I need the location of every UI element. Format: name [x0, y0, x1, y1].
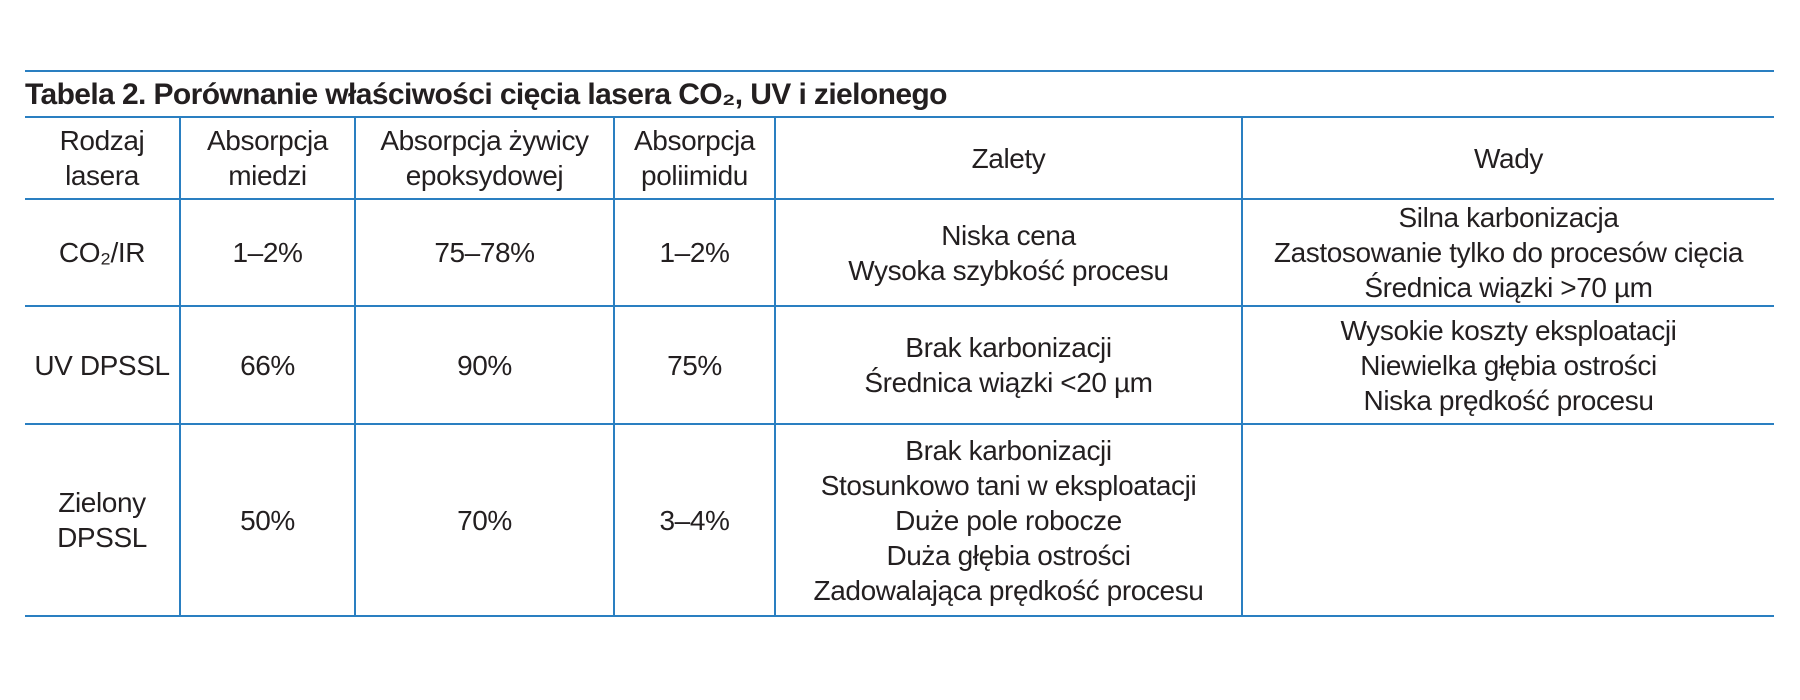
table-block: Tabela 2. Porównanie właściwości cięcia …	[25, 70, 1774, 617]
table-cell	[1241, 424, 1774, 617]
cell-line: Niska prędkość procesu	[1363, 384, 1654, 416]
cell-line: 70%	[457, 504, 512, 536]
cell-line: Niewielka głębia ostrości	[1360, 349, 1657, 381]
table-cell: Brak karbonizacji Średnica wiązki <20 µm	[774, 306, 1242, 425]
table-cell: 3–4%	[613, 424, 775, 617]
table-cell: 50%	[179, 424, 355, 617]
cell-line: Stosunkowo tani w eksploatacji	[820, 469, 1197, 501]
cell-line: 3–4%	[659, 504, 730, 536]
table-cell: 75%	[613, 306, 775, 425]
table-cell: Wysokie koszty eksploatacji Niewielka głę…	[1241, 306, 1774, 425]
cell-line: 50%	[240, 504, 295, 536]
cell-line: Zastosowanie tylko do procesów cięcia	[1273, 237, 1744, 268]
cell-line: Niska cena	[941, 219, 1076, 251]
cell-line: Duże pole robocze	[895, 504, 1122, 536]
cell-line: Zalety	[971, 142, 1046, 174]
table-row: UV DPSSL 66% 90% 75% Brak karbonizacji Średni…	[25, 306, 1774, 425]
cell-line: Brak karbonizacji	[905, 434, 1112, 466]
table-cell: 90%	[354, 306, 614, 425]
table-cell: Niska cena Wysoka szybkość procesu	[774, 199, 1242, 307]
cell-line: Średnica wiązki >70 µm	[1364, 272, 1653, 303]
table-cell: Zalety	[774, 118, 1242, 200]
table-cell: 1–2%	[179, 199, 355, 307]
cell-line: Duża głębia ostrości	[886, 539, 1131, 571]
cell-line: Wysoka szybkość procesu	[848, 254, 1169, 286]
table-cell: Zielony DPSSL	[25, 424, 180, 617]
cell-line: Absorpcja	[207, 125, 328, 156]
table-cell: Absorpcja poliimidu	[613, 118, 775, 200]
table-cell: CO₂/IR	[25, 199, 180, 307]
cell-line: Zielony	[58, 487, 146, 518]
cell-line: 1–2%	[659, 237, 730, 268]
cell-line: Absorpcja żywicy	[380, 125, 589, 156]
table-cell: Rodzaj lasera	[25, 118, 180, 200]
cell-line: poliimidu	[641, 160, 748, 191]
table-cell: UV DPSSL	[25, 306, 180, 425]
table-cell: Silna karbonizacja Zastosowanie tylko do …	[1241, 199, 1774, 307]
table-cell: Absorpcja miedzi	[179, 118, 355, 200]
cell-line: Wysokie koszty eksploatacji	[1340, 314, 1677, 346]
cell-line: Absorpcja	[634, 125, 755, 156]
table-row: Zielony DPSSL 50% 70% 3–4% Brak karbonizacji S…	[25, 424, 1774, 617]
cell-line: UV DPSSL	[34, 349, 170, 381]
table-cell: Absorpcja żywicy epoksydowej	[354, 118, 614, 200]
cell-line: Rodzaj	[59, 125, 145, 156]
table-cell: 75–78%	[354, 199, 614, 307]
cell-line: 1–2%	[232, 237, 303, 268]
table-row: CO₂/IR 1–2% 75–78% 1–2% Niska cena Wysoka szy…	[25, 199, 1774, 307]
table-cell: 70%	[354, 424, 614, 617]
cell-line: miedzi	[228, 160, 307, 191]
cell-line: 66%	[240, 349, 295, 381]
cell-line: epoksydowej	[405, 160, 564, 191]
table: Rodzaj lasera Absorpcja miedzi Absorpcja żyw…	[25, 118, 1774, 617]
cell-line: CO₂/IR	[58, 237, 146, 268]
cell-line: 75%	[667, 349, 722, 381]
cell-line: Brak karbonizacji	[905, 332, 1112, 363]
cell-line: Wady	[1474, 142, 1543, 174]
table-cell: Wady	[1241, 118, 1774, 200]
cell-line: Silna karbonizacja	[1398, 202, 1619, 233]
cell-line: Zadowalająca prędkość procesu	[813, 574, 1204, 606]
cell-line: 75–78%	[434, 237, 535, 268]
table-cell: Brak karbonizacji Stosunkowo tani w ekspl…	[774, 424, 1242, 617]
table-cell: 1–2%	[613, 199, 775, 307]
cell-line: 90%	[457, 349, 512, 381]
cell-line: lasera	[65, 160, 139, 191]
table-title: Tabela 2. Porównanie właściwości cięcia …	[25, 70, 1774, 118]
cell-line: Średnica wiązki <20 µm	[864, 367, 1153, 398]
cell-line: DPSSL	[57, 522, 147, 553]
table-cell: 66%	[179, 306, 355, 425]
header-row: Rodzaj lasera Absorpcja miedzi Absorpcja żyw…	[25, 118, 1774, 200]
